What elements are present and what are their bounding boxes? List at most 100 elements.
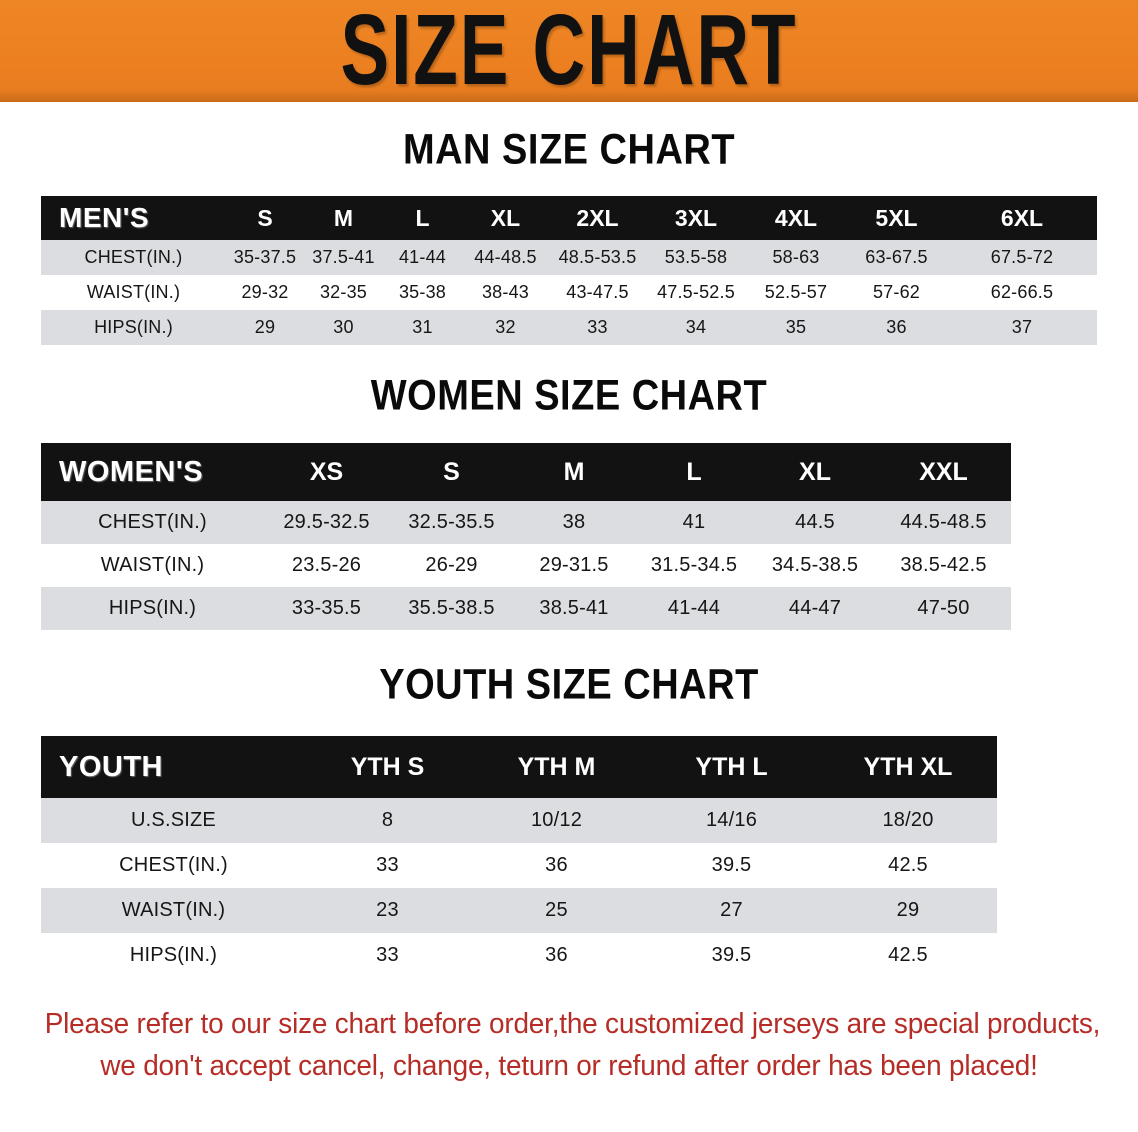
youth-section-heading: YOUTH SIZE CHART	[379, 661, 759, 709]
man-corner-label: MEN'S	[41, 196, 226, 240]
women-table-body: WOMEN'S XS S M L XL XXL CHEST(IN.) 29.5-32.5 32.5…	[41, 443, 1097, 630]
women-measurement-cell: 38	[514, 501, 634, 544]
women-measurement-cell: 26-29	[389, 544, 514, 587]
table-row: WAIST(IN.) 23.5-26 26-29 29-31.5 31.5-34.5 34…	[41, 544, 1097, 587]
table-row: HIPS(IN.) 33-35.5 35.5-38.5 38.5-41 41-44 44-…	[41, 587, 1097, 630]
women-row-spacer	[1011, 501, 1097, 544]
man-measurement-cell: 53.5-58	[646, 240, 746, 275]
man-column-header: XL	[462, 196, 549, 240]
women-column-header: XL	[754, 443, 876, 501]
man-measurement-cell: 62-66.5	[947, 275, 1097, 310]
women-row-label: HIPS(IN.)	[41, 587, 264, 630]
women-measurement-cell: 29-31.5	[514, 544, 634, 587]
women-measurement-cell: 34.5-38.5	[754, 544, 876, 587]
women-row-label: WAIST(IN.)	[41, 544, 264, 587]
women-column-header: XXL	[876, 443, 1011, 501]
youth-size-table-wrapper: YOUTH YTH S YTH M YTH L YTH XL U.S.SIZE 8 10/12…	[41, 736, 1097, 978]
man-table-body: MEN'S S M L XL 2XL 3XL 4XL 5XL 6XL CHEST(IN.) 35-37…	[41, 196, 1097, 345]
man-column-header: 4XL	[746, 196, 846, 240]
man-measurement-cell: 38-43	[462, 275, 549, 310]
youth-header-spacer	[997, 736, 1097, 798]
women-measurement-cell: 35.5-38.5	[389, 587, 514, 630]
youth-row-spacer	[997, 888, 1097, 933]
man-measurement-cell: 30	[304, 310, 383, 345]
man-measurement-cell: 48.5-53.5	[549, 240, 646, 275]
man-measurement-cell: 44-48.5	[462, 240, 549, 275]
table-row: WAIST(IN.) 23 25 27 29	[41, 888, 1097, 933]
women-header-spacer	[1011, 443, 1097, 501]
youth-size-table: YOUTH YTH S YTH M YTH L YTH XL U.S.SIZE 8 10/12…	[41, 736, 1097, 978]
youth-row-label: CHEST(IN.)	[41, 843, 306, 888]
man-column-header: 2XL	[549, 196, 646, 240]
man-measurement-cell: 37	[947, 310, 1097, 345]
women-column-header: XS	[264, 443, 389, 501]
man-measurement-cell: 67.5-72	[947, 240, 1097, 275]
man-row-label: HIPS(IN.)	[41, 310, 226, 345]
man-column-header: 5XL	[846, 196, 947, 240]
youth-column-header: YTH L	[644, 736, 819, 798]
youth-table-header-row: YOUTH YTH S YTH M YTH L YTH XL	[41, 736, 1097, 798]
man-column-header: 3XL	[646, 196, 746, 240]
youth-measurement-cell: 39.5	[644, 933, 819, 978]
youth-row-spacer	[997, 798, 1097, 843]
man-size-table: MEN'S S M L XL 2XL 3XL 4XL 5XL 6XL CHEST(IN.) 35-37…	[41, 196, 1097, 345]
man-row-label: CHEST(IN.)	[41, 240, 226, 275]
man-measurement-cell: 32-35	[304, 275, 383, 310]
notice-line-2: we don't accept cancel, change, teturn o…	[100, 1049, 1038, 1082]
table-row: WAIST(IN.) 29-32 32-35 35-38 38-43 43-47.5 47.…	[41, 275, 1097, 310]
man-measurement-cell: 35-38	[383, 275, 462, 310]
notice-line-1: Please refer to our size chart before or…	[44, 1008, 1101, 1040]
table-row: CHEST(IN.) 29.5-32.5 32.5-35.5 38 41 44.5 44.5…	[41, 501, 1097, 544]
youth-measurement-cell: 8	[306, 798, 469, 843]
man-measurement-cell: 32	[462, 310, 549, 345]
women-measurement-cell: 44.5-48.5	[876, 501, 1011, 544]
women-row-spacer	[1011, 587, 1097, 630]
youth-column-header: YTH M	[469, 736, 644, 798]
man-measurement-cell: 35	[746, 310, 846, 345]
youth-measurement-cell: 18/20	[819, 798, 997, 843]
women-section-heading: WOMEN SIZE CHART	[370, 372, 768, 420]
man-measurement-cell: 36	[846, 310, 947, 345]
women-measurement-cell: 32.5-35.5	[389, 501, 514, 544]
man-measurement-cell: 43-47.5	[549, 275, 646, 310]
youth-table-body: YOUTH YTH S YTH M YTH L YTH XL U.S.SIZE 8 10/12…	[41, 736, 1097, 978]
women-size-table: WOMEN'S XS S M L XL XXL CHEST(IN.) 29.5-32.5 32.5…	[41, 443, 1097, 630]
man-measurement-cell: 57-62	[846, 275, 947, 310]
women-corner-label: WOMEN'S	[41, 443, 264, 501]
women-column-header: L	[634, 443, 754, 501]
women-measurement-cell: 38.5-42.5	[876, 544, 1011, 587]
man-measurement-cell: 58-63	[746, 240, 846, 275]
youth-measurement-cell: 27	[644, 888, 819, 933]
women-size-table-wrapper: WOMEN'S XS S M L XL XXL CHEST(IN.) 29.5-32.5 32.5…	[41, 443, 1097, 630]
man-measurement-cell: 29	[226, 310, 304, 345]
youth-measurement-cell: 36	[469, 843, 644, 888]
man-measurement-cell: 35-37.5	[226, 240, 304, 275]
page-title: SIZE CHART	[340, 0, 798, 107]
women-measurement-cell: 29.5-32.5	[264, 501, 389, 544]
youth-row-label: WAIST(IN.)	[41, 888, 306, 933]
women-row-spacer	[1011, 544, 1097, 587]
man-measurement-cell: 31	[383, 310, 462, 345]
youth-measurement-cell: 25	[469, 888, 644, 933]
youth-measurement-cell: 14/16	[644, 798, 819, 843]
man-measurement-cell: 47.5-52.5	[646, 275, 746, 310]
women-measurement-cell: 38.5-41	[514, 587, 634, 630]
man-measurement-cell: 29-32	[226, 275, 304, 310]
man-measurement-cell: 52.5-57	[746, 275, 846, 310]
youth-measurement-cell: 33	[306, 933, 469, 978]
youth-row-spacer	[997, 933, 1097, 978]
youth-measurement-cell: 36	[469, 933, 644, 978]
man-column-header: 6XL	[947, 196, 1097, 240]
women-column-header: S	[389, 443, 514, 501]
man-table-header-row: MEN'S S M L XL 2XL 3XL 4XL 5XL 6XL	[41, 196, 1097, 240]
table-row: HIPS(IN.) 33 36 39.5 42.5	[41, 933, 1097, 978]
order-policy-notice: Please refer to our size chart before or…	[44, 1004, 1101, 1088]
women-measurement-cell: 44.5	[754, 501, 876, 544]
table-row: CHEST(IN.) 33 36 39.5 42.5	[41, 843, 1097, 888]
women-table-header-row: WOMEN'S XS S M L XL XXL	[41, 443, 1097, 501]
youth-measurement-cell: 23	[306, 888, 469, 933]
women-row-label: CHEST(IN.)	[41, 501, 264, 544]
youth-measurement-cell: 42.5	[819, 933, 997, 978]
youth-row-spacer	[997, 843, 1097, 888]
man-measurement-cell: 63-67.5	[846, 240, 947, 275]
